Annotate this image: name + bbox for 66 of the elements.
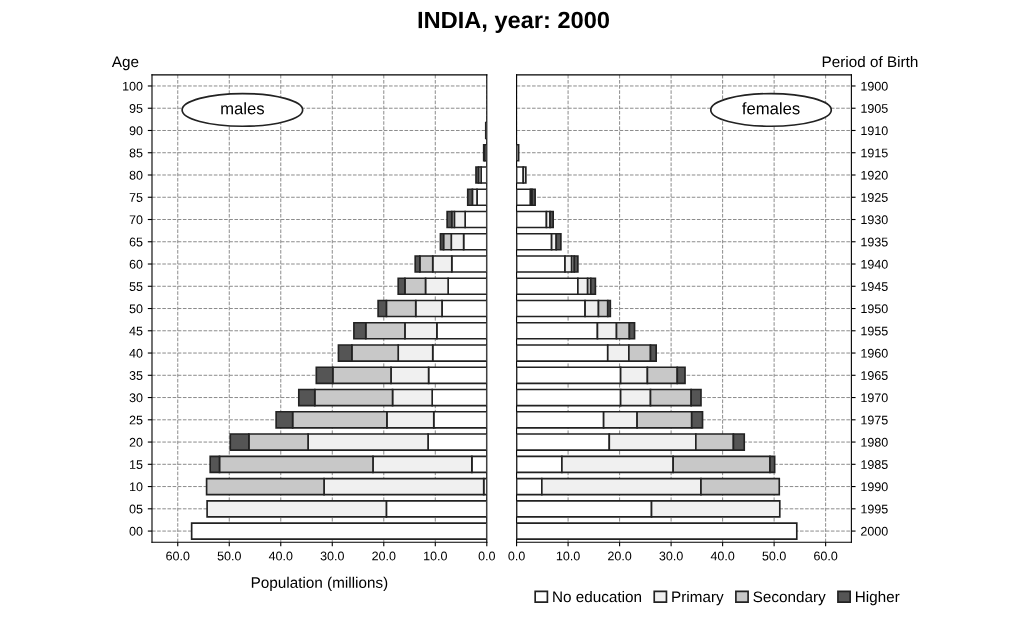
y-axis-title: Age: [111, 56, 139, 71]
y-tick-label: 65: [129, 237, 143, 247]
x-tick-label: 20.0: [608, 551, 632, 561]
y-tick-label: 70: [129, 215, 143, 225]
x-tick-label: 60.0: [814, 551, 838, 561]
legend-label: Higher: [856, 591, 900, 606]
legend-label: Primary: [672, 591, 724, 606]
x-tick-label: 10.0: [424, 551, 447, 561]
x-tick-label: 50.0: [217, 551, 241, 561]
x-tick-label: 50.0: [762, 551, 786, 561]
y-tick-label: 1915: [861, 148, 888, 158]
y-tick-label: 50: [129, 304, 143, 314]
y-tick-label: 10: [130, 482, 143, 492]
annotation: females: [742, 102, 800, 115]
y-tick-label: 1900: [861, 81, 888, 91]
legend-label: Secondary: [753, 591, 826, 606]
x-tick-label: 40.0: [268, 551, 293, 561]
x-tick-label: 60.0: [166, 551, 190, 561]
annotation: males: [221, 102, 265, 115]
x-tick-label: 0.0: [508, 551, 525, 561]
x-tick-label: 20.0: [372, 551, 396, 561]
y-tick-label: 60: [129, 259, 143, 269]
y-tick-label: 1985: [861, 460, 888, 469]
x-tick-label: 30.0: [659, 551, 683, 561]
y-tick-label: 05: [129, 504, 143, 514]
y-tick-label: 1995: [861, 504, 888, 514]
y-tick-label: 1975: [861, 415, 888, 425]
y-tick-label: 75: [129, 193, 143, 202]
y-tick-label: 1950: [861, 304, 888, 314]
y-tick-label: 1935: [861, 237, 888, 247]
x-tick-label: 0.0: [478, 551, 495, 561]
y-tick-label: 1945: [861, 282, 888, 291]
y-tick-label: 1930: [861, 215, 888, 225]
y-tick-label: 80: [129, 170, 143, 180]
y-tick-label: 1940: [861, 259, 888, 269]
y-tick-label: 45: [129, 326, 143, 336]
y-tick-label: 1920: [861, 170, 888, 180]
chart-title: INDIA, year: 2000: [418, 11, 609, 34]
y-tick-label: 1905: [861, 104, 888, 113]
y-tick-label: 95: [129, 104, 143, 113]
y-tick-label: 20: [129, 437, 143, 447]
y-tick-label: 40: [129, 348, 143, 358]
y-tick-label: 1970: [861, 393, 888, 403]
y-tick-label: 25: [129, 415, 143, 425]
y-tick-label: 30: [129, 393, 143, 403]
y-tick-label: 1960: [861, 348, 888, 358]
y-tick-label: 1910: [861, 126, 888, 136]
legend-label: No education: [553, 591, 642, 603]
y-tick-label: 15: [130, 460, 143, 469]
y-tick-label: 1980: [861, 437, 888, 447]
x-axis-title: Population (millions): [251, 576, 388, 592]
y-tick-label: 00: [129, 526, 143, 536]
y-tick-label: 1990: [861, 482, 888, 492]
y-tick-label: 1965: [861, 371, 888, 380]
y-tick-label: 1925: [861, 193, 888, 202]
y-tick-label: 85: [129, 148, 143, 158]
y-tick-label: 55: [129, 282, 143, 291]
y-axis-title: Period of Birth: [822, 55, 918, 68]
x-tick-label: 40.0: [710, 551, 735, 561]
y-tick-label: 1955: [861, 326, 888, 336]
y-tick-label: 90: [129, 126, 143, 136]
y-tick-label: 35: [129, 371, 143, 380]
x-tick-label: 10.0: [556, 551, 580, 561]
x-tick-label: 30.0: [320, 551, 344, 561]
y-tick-label: 2000: [861, 526, 888, 536]
y-tick-label: 100: [123, 81, 143, 91]
